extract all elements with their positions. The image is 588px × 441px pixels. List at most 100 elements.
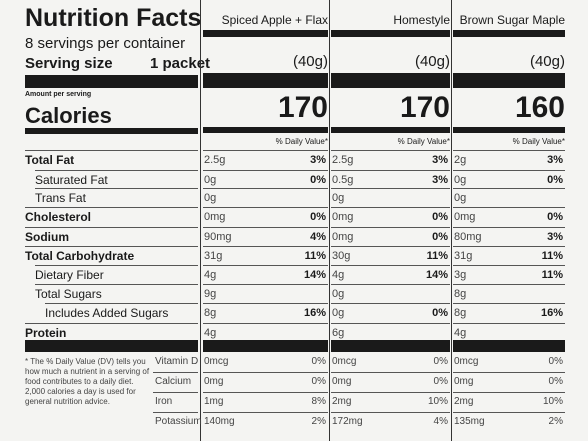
amount: 0g: [332, 307, 345, 319]
vitamin-name: Calcium: [155, 376, 192, 387]
product-name: Homestyle: [393, 13, 450, 27]
amount: 0mg: [454, 211, 476, 223]
rule: [331, 284, 450, 285]
calories: 160: [514, 91, 565, 124]
divider: [453, 30, 565, 37]
amount: 31g: [454, 250, 473, 262]
rule: [153, 392, 198, 393]
rule: [331, 227, 450, 228]
divider: [331, 30, 450, 37]
daily-value: 3%: [432, 154, 448, 166]
divider: [453, 73, 565, 88]
serving-size-label: Serving size: [25, 55, 113, 72]
nutrient-name: Saturated Fat: [35, 173, 108, 187]
daily-value: 0%: [432, 307, 448, 319]
amount: 0mg: [204, 211, 226, 223]
divider: [203, 30, 328, 37]
amount: 0.5g: [332, 174, 354, 186]
amount: 9g: [204, 288, 217, 300]
footnote: * The % Daily Value (DV) tells you how m…: [25, 357, 150, 406]
daily-value: 0%: [432, 211, 448, 223]
rule: [203, 265, 328, 266]
rule: [453, 372, 565, 373]
daily-value: 11%: [426, 250, 448, 262]
rule: [453, 227, 565, 228]
rule: [331, 170, 450, 171]
rule: [453, 284, 565, 285]
servings: 8 servings per container: [25, 35, 186, 52]
rule: [331, 303, 450, 304]
rule: [203, 372, 328, 373]
daily-value: 2%: [548, 416, 563, 427]
amount: 8g: [454, 307, 467, 319]
divider: [453, 340, 565, 352]
serving-size: 1 packet: [150, 55, 211, 72]
amount: 0g: [454, 192, 467, 204]
nutrient-name: Total Carbohydrate: [25, 249, 135, 263]
daily-value: 0%: [433, 356, 448, 367]
dv-heading: % Daily Value*: [397, 137, 450, 146]
rule: [35, 265, 198, 266]
amount: 80mg: [454, 231, 482, 243]
rule: [35, 188, 198, 189]
amount: 2.5g: [204, 154, 226, 166]
rule: [203, 188, 328, 189]
rule: [331, 372, 450, 373]
rule: [453, 412, 565, 413]
rule: [203, 170, 328, 171]
rule: [203, 412, 328, 413]
amount: 2g: [454, 154, 467, 166]
amount: 0mg: [332, 231, 354, 243]
rule: [453, 392, 565, 393]
amount: 0mg: [332, 211, 354, 223]
amount: 8g: [204, 307, 217, 319]
divider: [25, 128, 198, 134]
rule: [25, 207, 198, 208]
amount: 2.5g: [332, 154, 354, 166]
dv-heading: % Daily Value*: [512, 137, 565, 146]
product-name: Brown Sugar Maple: [459, 13, 565, 27]
amount: 4g: [204, 269, 217, 281]
amount: 6g: [332, 327, 345, 339]
daily-value: 4%: [433, 416, 448, 427]
rule: [331, 265, 450, 266]
divider: [331, 340, 450, 352]
daily-value: 3%: [310, 154, 326, 166]
amount: 2mg: [454, 396, 474, 407]
amount: 90mg: [204, 231, 232, 243]
daily-value: 0%: [547, 174, 563, 186]
amount: 31g: [204, 250, 223, 262]
amount: 0g: [332, 288, 345, 300]
amount: 172mg: [332, 416, 363, 427]
nutrient-name: Dietary Fiber: [35, 268, 104, 282]
rule: [203, 150, 328, 151]
rule: [203, 392, 328, 393]
amount: 30g: [332, 250, 351, 262]
rule: [331, 392, 450, 393]
rule: [453, 188, 565, 189]
amount: 135mg: [454, 416, 485, 427]
rule: [203, 246, 328, 247]
daily-value: 8%: [311, 396, 326, 407]
daily-value: 3%: [547, 154, 563, 166]
column-separator: [451, 0, 452, 441]
rule: [203, 207, 328, 208]
amount: 0g: [204, 192, 217, 204]
amount: 4g: [204, 327, 217, 339]
vitamin-name: Iron: [155, 396, 173, 407]
daily-value: 0%: [311, 356, 326, 367]
amount: 0g: [454, 174, 467, 186]
serving: (40g): [414, 53, 450, 70]
daily-value: 16%: [540, 307, 563, 319]
daily-value: 14%: [303, 269, 326, 281]
daily-value: 4%: [310, 231, 326, 243]
daily-value: 10%: [427, 396, 448, 407]
amount: 0mcg: [204, 356, 229, 367]
rule: [453, 207, 565, 208]
nutrient-name: Total Sugars: [35, 287, 102, 301]
dv-heading: % Daily Value*: [275, 137, 328, 146]
rule: [453, 303, 565, 304]
amount: 8g: [454, 288, 467, 300]
daily-value: 0%: [548, 356, 563, 367]
serving: (40g): [292, 53, 328, 70]
